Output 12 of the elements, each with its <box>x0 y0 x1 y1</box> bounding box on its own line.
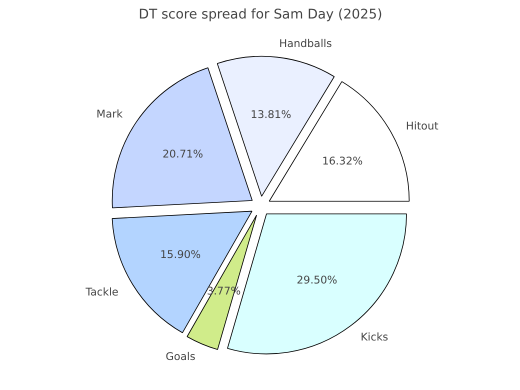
slice-label: Goals <box>166 350 196 364</box>
data-label: 13.81% <box>250 108 292 121</box>
chart-title: DT score spread for Sam Day (2025) <box>138 8 382 22</box>
slice-label: Handballs <box>279 36 332 50</box>
data-label: 15.90% <box>160 248 201 261</box>
slice-label: Hitout <box>406 119 438 132</box>
slice-label: Mark <box>96 107 124 120</box>
slice-label: Kicks <box>360 330 389 344</box>
data-label: 16.32% <box>322 154 363 168</box>
data-label: 29.50% <box>296 273 338 286</box>
slice-label: Tackle <box>84 285 118 298</box>
data-label: 20.71% <box>162 148 204 161</box>
